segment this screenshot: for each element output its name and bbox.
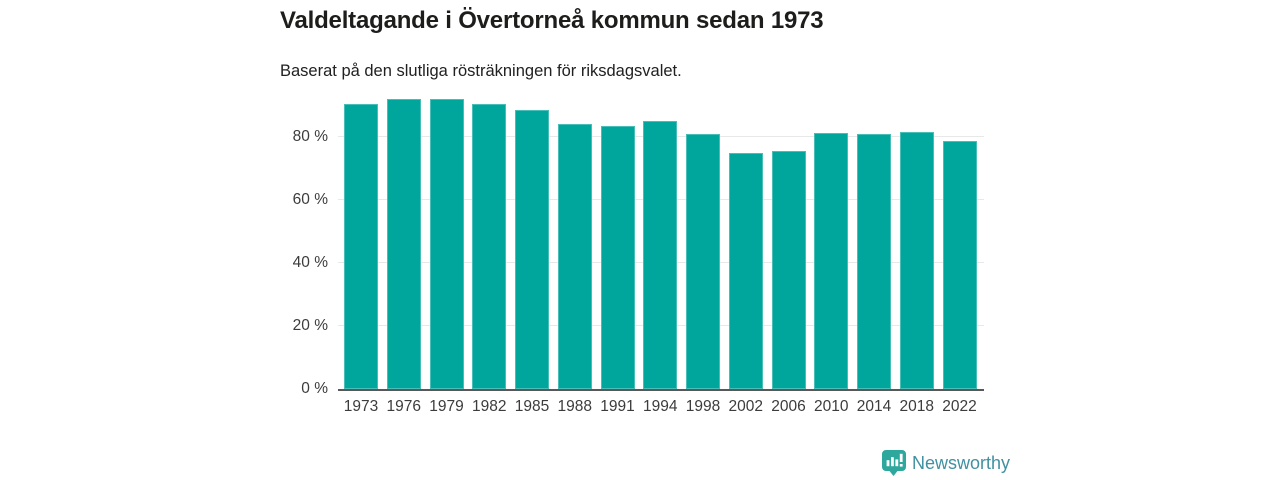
bar-1985 — [515, 109, 549, 389]
y-tick-label-60: 60 % — [292, 190, 328, 208]
bar-1994 — [643, 121, 678, 389]
x-tick-label-1994: 1994 — [643, 398, 678, 415]
bar-1979 — [429, 98, 464, 389]
x-tick-label-1988: 1988 — [557, 398, 592, 415]
x-tick-label-2022: 2022 — [942, 398, 977, 415]
brand-name: Newsworthy — [912, 453, 1011, 473]
x-tick-label-2006: 2006 — [771, 398, 806, 415]
plot-area: 0 % 20 % 40 % 60 % 80 % 1973 1976 1979 1982 1985… — [293, 94, 984, 415]
bar-2006 — [771, 151, 806, 389]
bar-1973 — [344, 104, 378, 389]
bar-1998 — [686, 133, 720, 389]
badge-bars-glyph — [886, 453, 903, 467]
y-tick-label-40: 40 % — [292, 253, 328, 271]
x-tick-label-2014: 2014 — [856, 398, 892, 415]
bar-1988 — [557, 123, 592, 389]
x-axis-line — [338, 388, 984, 391]
newsworthy-logo: Newsworthy — [882, 450, 1010, 476]
bar-2014 — [857, 134, 891, 389]
y-tick-label-0: 0 % — [301, 380, 328, 397]
x-tick-label-1991: 1991 — [600, 398, 635, 415]
bar-1991 — [600, 125, 635, 389]
x-tick-label-1979: 1979 — [429, 398, 464, 415]
bar-2010 — [814, 132, 849, 389]
bar-2022 — [942, 141, 977, 389]
bar-1976 — [386, 99, 421, 389]
newsworthy-badge-icon — [882, 450, 906, 476]
x-tick-label-1973: 1973 — [343, 398, 379, 415]
bar-2018 — [899, 131, 934, 389]
y-tick-label-20: 20 % — [292, 316, 328, 334]
x-tick-label-1985: 1985 — [514, 398, 550, 415]
x-tick-label-1976: 1976 — [386, 398, 421, 415]
y-tick-label-80: 80 % — [292, 127, 328, 145]
x-tick-label-2018: 2018 — [899, 398, 934, 415]
x-tick-label-2010: 2010 — [814, 398, 849, 415]
x-tick-label-2002: 2002 — [728, 398, 763, 415]
x-tick-label-1998: 1998 — [685, 398, 721, 415]
x-tick-label-1982: 1982 — [472, 398, 507, 415]
bar-1982 — [472, 103, 507, 389]
chart-title: Valdeltagande i Övertorneå kommun sedan … — [280, 7, 824, 34]
bar-2002 — [728, 152, 763, 389]
chart-subtitle: Baserat på den slutliga rösträkningen fö… — [280, 62, 682, 80]
